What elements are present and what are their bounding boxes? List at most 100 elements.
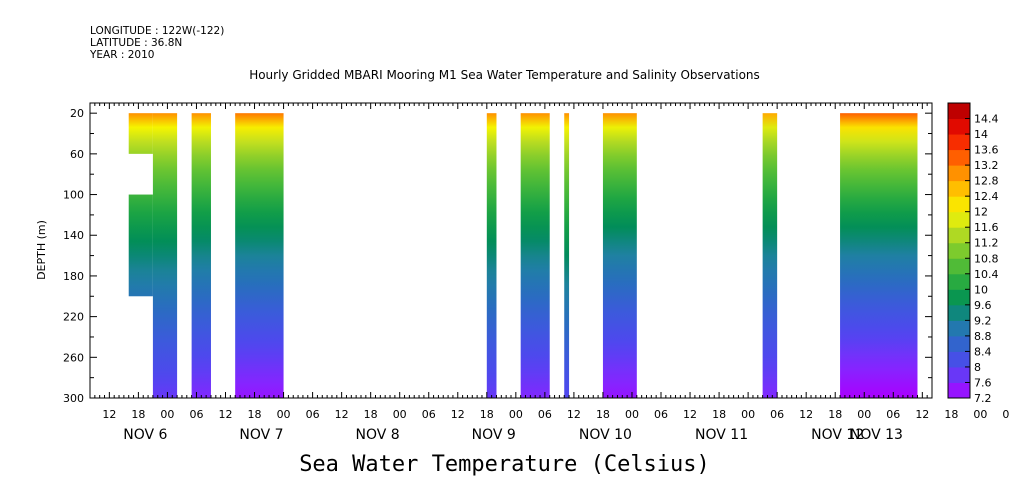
colorbar-frame (947, 102, 971, 399)
x-day-label: NOV 11 (695, 427, 748, 443)
x-hour-label: 18 (364, 408, 378, 421)
x-hour-label: 18 (480, 408, 494, 421)
colorbar-label: 13.6 (974, 144, 999, 157)
x-hour-label: 18 (944, 408, 958, 421)
temperature-segment (520, 113, 550, 398)
colorbar-swatch (948, 134, 970, 151)
x-hour-label: 12 (799, 408, 813, 421)
x-hour-label: 18 (131, 408, 145, 421)
x-hour-label: 06 (422, 408, 436, 421)
temperature-segment (152, 113, 178, 398)
colorbar-label: 8.4 (974, 345, 992, 358)
colorbar-swatch (948, 382, 970, 399)
temperature-segment (191, 113, 211, 398)
x-hour-label: 00 (741, 408, 755, 421)
y-tick-label: 60 (70, 148, 84, 161)
colorbar-swatch (948, 165, 970, 182)
colorbar-swatch (948, 242, 970, 259)
colorbar-label: 7.6 (974, 376, 992, 389)
colorbar-label: 7.2 (974, 392, 992, 405)
temperature-segment (840, 113, 918, 398)
colorbar-label: 9.6 (974, 299, 992, 312)
y-axis-label: DEPTH (m) (35, 220, 48, 280)
x-hour-label: 12 (567, 408, 581, 421)
x-hour-label: 12 (683, 408, 697, 421)
colorbar-swatch (948, 180, 970, 197)
x-hour-label: 00 (509, 408, 523, 421)
x-hour-label: 00 (625, 408, 639, 421)
x-hour-label: 12 (102, 408, 116, 421)
x-day-label: NOV 12 (811, 427, 864, 443)
x-hour-label: 06 (538, 408, 552, 421)
colorbar-swatch (948, 335, 970, 352)
y-tick-label: 20 (70, 107, 84, 120)
y-tick-label: 100 (63, 189, 84, 202)
y-tick-label: 140 (63, 229, 84, 242)
colorbar-label: 11.2 (974, 237, 999, 250)
colorbar-swatch (948, 196, 970, 213)
temperature-segment (235, 113, 284, 398)
colorbar-label: 8.8 (974, 330, 992, 343)
x-hour-label: 06 (770, 408, 784, 421)
colorbar-swatch (948, 273, 970, 290)
colorbar-swatch (948, 289, 970, 306)
plot-frame (89, 102, 933, 399)
year-label: YEAR : 2010 (90, 49, 155, 61)
colorbar-label: 14.4 (974, 113, 999, 126)
x-hour-label: 12 (218, 408, 232, 421)
colorbar-swatch (948, 320, 970, 337)
x-hour-label: 12 (915, 408, 929, 421)
x-hour-label: 06 (189, 408, 203, 421)
colorbar-label: 12.4 (974, 190, 999, 203)
x-hour-label: 00 (160, 408, 174, 421)
colorbar-label: 9.2 (974, 314, 992, 327)
colorbar-label: 12 (974, 206, 988, 219)
x-hour-label: 00 (393, 408, 407, 421)
latitude-label: LATITUDE : 36.8N (90, 37, 183, 49)
x-hour-label: 18 (596, 408, 610, 421)
x-day-label: NOV 7 (239, 427, 283, 443)
x-day-label: NOV 8 (356, 427, 400, 443)
colorbar: 14.4 14 13.6 13.2 12.8 12.4 12 11.6 11.2 10.8 10.4… (947, 102, 999, 405)
colorbar-label: 10.4 (974, 268, 999, 281)
colorbar-label: 8 (974, 361, 981, 374)
x-hour-label: 06 (886, 408, 900, 421)
axis-layer: 20 60 100 140 180 220 260 300 12 18 00 06 12 18 00 06 12… (63, 103, 1009, 443)
x-hour-label: 18 (712, 408, 726, 421)
x-hour-label: 06 (1002, 408, 1009, 421)
colorbar-label: 10.8 (974, 252, 999, 265)
x-hour-label: 12 (451, 408, 465, 421)
colorbar-swatch (948, 118, 970, 135)
colorbar-swatch (948, 227, 970, 244)
colorbar-swatch (948, 211, 970, 228)
x-hour-label: 06 (654, 408, 668, 421)
colorbar-swatch (948, 103, 970, 120)
colorbar-swatch (948, 258, 970, 275)
temperature-segment (602, 113, 637, 398)
x-hour-label: 00 (277, 408, 291, 421)
x-axis-label: Sea Water Temperature (Celsius) (299, 452, 710, 477)
colorbar-swatch (948, 149, 970, 166)
chart-title: Hourly Gridded MBARI Mooring M1 Sea Wate… (249, 68, 760, 82)
y-tick-label: 180 (63, 270, 84, 283)
temperature-segment (762, 113, 778, 398)
x-day-label: NOV 10 (579, 427, 632, 443)
x-hour-label: 18 (248, 408, 262, 421)
temperature-segment (486, 113, 497, 398)
colorbar-label: 13.2 (974, 159, 999, 172)
missing-data-gap (128, 153, 154, 195)
x-hour-label: 00 (973, 408, 987, 421)
colorbar-swatch (948, 304, 970, 321)
colorbar-label: 11.6 (974, 221, 999, 234)
y-tick-label: 300 (63, 392, 84, 405)
missing-data-gap (128, 296, 154, 398)
colorbar-swatch (948, 366, 970, 383)
x-hour-label: 00 (857, 408, 871, 421)
colorbar-swatch (948, 351, 970, 368)
data-layer (128, 113, 918, 398)
y-tick-label: 260 (63, 351, 84, 364)
x-day-label: NOV 6 (123, 427, 167, 443)
x-hour-label: 12 (335, 408, 349, 421)
x-day-label: NOV 9 (472, 427, 516, 443)
